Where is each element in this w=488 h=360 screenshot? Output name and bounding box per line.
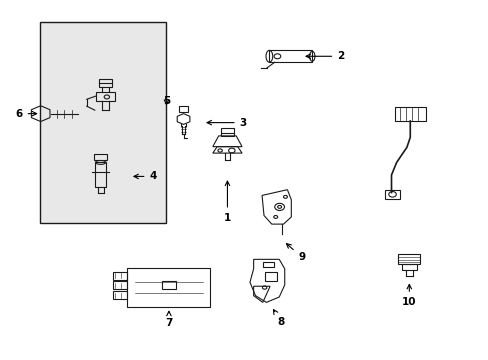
Text: 2: 2 bbox=[305, 51, 344, 61]
Bar bbox=[94, 154, 107, 160]
Bar bbox=[127, 268, 210, 307]
Text: 8: 8 bbox=[273, 310, 284, 327]
Text: 5: 5 bbox=[163, 96, 170, 106]
Bar bbox=[95, 162, 106, 187]
Text: 3: 3 bbox=[206, 118, 246, 128]
Bar bbox=[96, 93, 115, 101]
Bar bbox=[384, 190, 399, 199]
Text: 9: 9 bbox=[286, 244, 305, 262]
Bar bbox=[398, 254, 419, 264]
Bar bbox=[394, 107, 425, 121]
Text: 7: 7 bbox=[165, 311, 172, 328]
Bar bbox=[113, 282, 127, 289]
Bar bbox=[269, 50, 312, 62]
Bar bbox=[40, 22, 166, 223]
Bar bbox=[161, 282, 176, 289]
Bar bbox=[264, 272, 277, 281]
Bar bbox=[401, 264, 416, 270]
Bar bbox=[262, 262, 273, 267]
Text: 6: 6 bbox=[15, 109, 37, 119]
Text: 4: 4 bbox=[134, 171, 157, 181]
Text: 10: 10 bbox=[401, 284, 416, 307]
Bar bbox=[221, 129, 233, 136]
Text: 1: 1 bbox=[224, 181, 231, 222]
Bar bbox=[113, 291, 127, 299]
Bar bbox=[113, 272, 127, 280]
Bar bbox=[178, 107, 188, 112]
Bar bbox=[99, 78, 112, 87]
